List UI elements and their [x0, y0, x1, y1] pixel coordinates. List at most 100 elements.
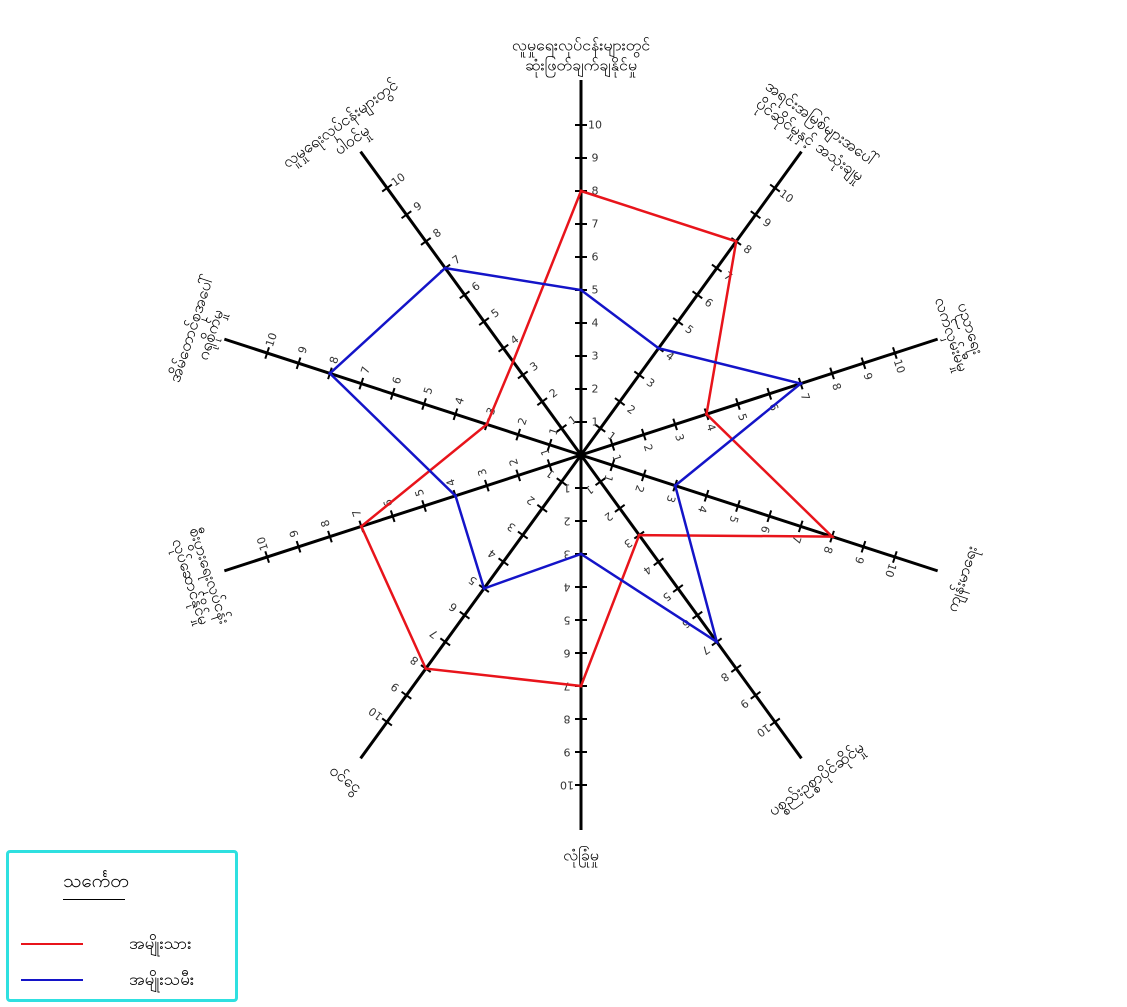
axis-1-tick-label-6: 6: [702, 296, 715, 311]
legend-title-underline: [63, 899, 125, 900]
axis-9-tick-label-8: 8: [431, 226, 444, 241]
axis-7-tick-6: [389, 510, 396, 523]
axis-8-tick-7: [358, 377, 365, 390]
axis-8-tick-label-9: 9: [296, 345, 311, 356]
series-0-point-3: [830, 535, 834, 539]
axis-label-5: လုံခြုံမှု: [563, 846, 599, 868]
axis-4-tick-label-1: 1: [582, 483, 595, 498]
axis-9-tick-3: [517, 370, 529, 380]
axis-4-tick-label-8: 8: [718, 670, 731, 685]
axis-2-tick-label-3: 3: [672, 432, 687, 443]
axis-5-tick-label-6: 6: [564, 647, 571, 660]
axis-5-tick-label-8: 8: [564, 713, 571, 726]
axis-5-tick-label-2: 2: [564, 515, 571, 528]
axis-4-tick-9: [750, 690, 762, 700]
axis-3-tick-6: [766, 510, 773, 523]
axis-3-tick-label-7: 7: [789, 534, 804, 545]
series-0-point-5: [579, 684, 583, 688]
axis-6-tick-3: [517, 530, 529, 540]
axis-7-tick-8: [327, 530, 333, 543]
axis-1-tick-label-2: 2: [624, 403, 637, 418]
axis-line-1: [579, 150, 803, 456]
axis-label-6-line-0: ဝင်ငွေ: [324, 761, 366, 800]
series-1-point-3: [673, 484, 677, 488]
axis-2-tick-label-7: 7: [798, 392, 813, 403]
axis-0-tick-label-5: 5: [592, 284, 599, 297]
axis-9-tick-1: [556, 423, 568, 433]
axis-3-tick-label-2: 2: [632, 483, 647, 494]
axis-6-tick-1: [556, 477, 568, 487]
series-layer: [328, 189, 836, 688]
axis-1-tick-label-5: 5: [683, 322, 696, 337]
axis-8-tick-2: [515, 428, 522, 441]
axis-9-tick-4: [497, 343, 509, 353]
series-0-point-6: [424, 667, 428, 671]
axis-9-tick-label-7: 7: [450, 253, 463, 268]
axis-3-tick-4: [703, 489, 710, 502]
series-1-point-1: [657, 346, 661, 350]
axis-8-tick-label-5: 5: [421, 385, 436, 396]
axis-9-tick-label-6: 6: [469, 279, 482, 294]
axis-2-tick-5: [735, 397, 741, 411]
axis-7-tick-label-4: 4: [444, 477, 459, 488]
axis-7-tick-3: [484, 479, 490, 492]
axis-1-tick-label-10: 10: [777, 187, 796, 206]
axis-0-tick-label-10: 10: [588, 119, 602, 132]
axis-1-tick-10: [769, 183, 781, 193]
axis-label-4: ပစ္စည်းဥစ္စာပိုင်ဆိုင်မှု: [765, 738, 870, 823]
legend-item-male: အမျိုးသား: [21, 933, 231, 957]
axis-0-tick-label-9: 9: [592, 152, 599, 165]
legend-item-female: အမျိုးသမီး: [21, 969, 231, 993]
axis-line-3: [580, 453, 939, 573]
axis-5-tick-label-10: 10: [560, 779, 574, 792]
axis-line-2: [580, 337, 939, 457]
axis-label-0-line-1: ဆုံးဖြတ်ချက်ချနိုင်မှု: [525, 56, 637, 78]
axis-4-tick-10: [769, 717, 781, 727]
axis-6-tick-9: [400, 690, 412, 700]
axis-6-tick-2: [536, 504, 548, 513]
axis-7-tick-label-10: 10: [254, 535, 271, 552]
series-1-point-6: [482, 587, 486, 590]
axis-label-7: စီးပွားရေးလုပ်ငန်းလုပ်ဆောင်နိုင်မှု: [165, 525, 234, 628]
axis-3-tick-9: [860, 540, 867, 553]
axis-5-tick-label-5: 5: [564, 614, 571, 627]
axis-2-tick-2: [640, 428, 647, 441]
axis-4-tick-label-10: 10: [754, 721, 773, 740]
axis-9-tick-10: [381, 183, 393, 193]
axis-3-tick-label-5: 5: [726, 514, 741, 525]
axis-0-tick-label-7: 7: [592, 218, 599, 231]
axis-4-tick-2: [614, 504, 626, 513]
axis-1-tick-6: [691, 290, 703, 300]
axis-3-tick-label-1: 1: [601, 473, 616, 484]
axis-6-tick-6: [459, 610, 471, 620]
axis-8-tick-9: [295, 357, 302, 370]
axis-9-tick-9: [400, 210, 412, 220]
axis-6-tick-10: [381, 717, 393, 727]
axis-label-3-line-0: ကျန်းမာရေး: [942, 543, 984, 615]
axis-9-tick-label-2: 2: [547, 386, 560, 401]
axis-3-tick-label-9: 9: [852, 555, 867, 566]
axis-3-tick-label-6: 6: [758, 524, 773, 535]
axis-1-tick-1: [594, 423, 606, 433]
series-0-point-7: [359, 524, 363, 528]
axis-6-tick-label-7: 7: [427, 626, 440, 641]
axis-label-2: ပညာရေးလက်လှမ်းမီမှု: [928, 295, 988, 375]
axis-0-tick-label-3: 3: [592, 350, 599, 363]
axis-6-tick-label-9: 9: [388, 680, 401, 695]
axis-4-tick-label-7: 7: [699, 643, 712, 658]
axis-4-tick-label-9: 9: [738, 696, 751, 711]
legend-label-female: အမျိုးသမီး: [129, 970, 195, 990]
axis-8-tick-label-10: 10: [263, 331, 280, 348]
axis-3-tick-2: [640, 469, 647, 482]
axis-3-tick-label-3: 3: [664, 494, 679, 505]
axis-6-tick-label-5: 5: [466, 573, 479, 588]
axis-3-tick-10: [892, 550, 898, 563]
axis-3-tick-1: [609, 459, 616, 472]
axis-8-tick-10: [264, 347, 270, 360]
axis-7-tick-label-7: 7: [350, 508, 365, 519]
axis-2-tick-1: [609, 438, 616, 451]
axis-1-tick-label-3: 3: [644, 376, 657, 391]
axis-7-tick-2: [515, 469, 522, 482]
axis-9-tick-label-9: 9: [411, 199, 424, 214]
axis-9-tick-label-1: 1: [566, 413, 579, 428]
